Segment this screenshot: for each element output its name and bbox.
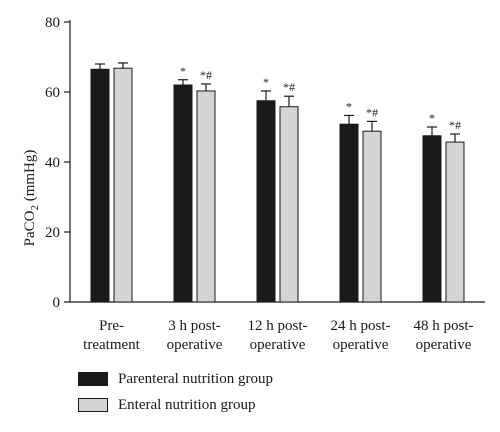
x-tick-label-line: treatment — [83, 337, 140, 353]
x-tick-label: 3 h post-operative — [167, 318, 223, 353]
x-tick-label: 12 h post-operative — [248, 318, 308, 353]
bar-series-2 — [279, 106, 299, 303]
y-axis-label-unit: (mmHg) — [22, 150, 38, 205]
y-axis-label-subscript: 2 — [29, 205, 41, 211]
y-tick-label: 0 — [53, 295, 61, 311]
x-tick-label-line: Pre- — [99, 318, 124, 334]
bar-series-1 — [90, 68, 110, 303]
bar-series-2 — [113, 67, 133, 303]
bars-group: * *# * *# * *# * *# — [90, 62, 465, 303]
legend-swatch-enteral — [78, 398, 108, 412]
x-tick-label-line: 12 h post- — [248, 318, 308, 334]
legend-swatch-parenteral — [78, 372, 108, 386]
significance-marker: *# — [200, 68, 212, 82]
y-tick-label: 60 — [45, 85, 60, 101]
y-tick-label: 20 — [45, 225, 60, 241]
legend: Parenteral nutrition group Enteral nutri… — [78, 368, 273, 420]
x-tick-label-line: operative — [416, 337, 472, 353]
significance-marker: *# — [366, 105, 378, 119]
y-tick-label: 80 — [45, 15, 60, 31]
bar-series-1 — [339, 123, 359, 303]
significance-marker: *# — [449, 118, 461, 132]
bar-series-2 — [196, 90, 216, 303]
y-axis-label: PaCO2 (mmHg) — [22, 150, 41, 247]
significance-marker: *# — [283, 80, 295, 94]
axes: 0 20 40 60 80 — [45, 15, 485, 311]
x-tick-label: 48 h post-operative — [414, 318, 474, 353]
x-tick-label: Pre-treatment — [83, 318, 140, 353]
legend-label-enteral: Enteral nutrition group — [118, 396, 256, 413]
significance-marker: * — [180, 64, 186, 78]
significance-marker: * — [346, 99, 352, 113]
x-tick-label-line: 48 h post- — [414, 318, 474, 334]
x-tick-label-line: 3 h post- — [168, 318, 221, 334]
bar-series-2 — [362, 130, 382, 303]
y-tick-label: 40 — [45, 155, 60, 171]
x-tick-label-line: operative — [333, 337, 389, 353]
bar-series-2 — [445, 141, 465, 303]
x-tick-label: 24 h post-operative — [331, 318, 391, 353]
legend-label-parenteral: Parenteral nutrition group — [118, 370, 273, 387]
x-tick-label-line: operative — [250, 337, 306, 353]
bar-chart-plot: 0 20 40 60 80 * *# * *# * *# * *# Pre-treatment 3 h … — [22, 15, 485, 353]
significance-marker: * — [263, 75, 269, 89]
bar-series-1 — [173, 84, 193, 303]
y-axis-label-main: PaCO — [22, 210, 38, 246]
legend-item-enteral: Enteral nutrition group — [78, 394, 273, 416]
bar-series-1 — [422, 135, 442, 303]
legend-item-parenteral: Parenteral nutrition group — [78, 368, 273, 390]
significance-marker: * — [429, 111, 435, 125]
x-tick-label-line: 24 h post- — [331, 318, 391, 334]
x-tick-label-line: operative — [167, 337, 223, 353]
bar-series-1 — [256, 100, 276, 303]
